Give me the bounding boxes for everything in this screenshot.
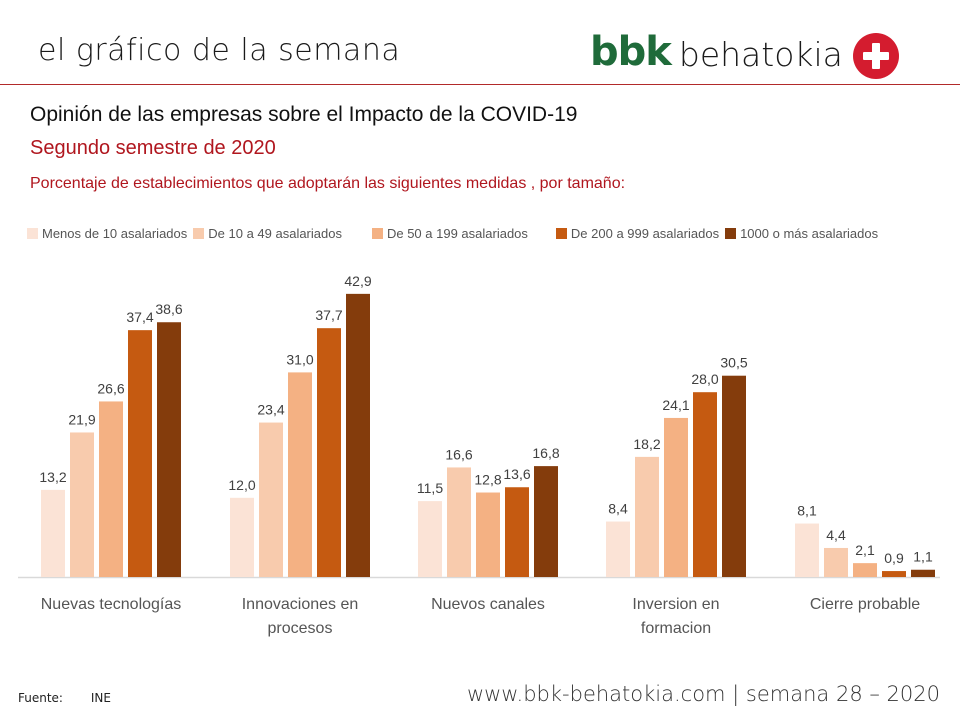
data-label: 13,6: [503, 466, 530, 482]
data-label: 42,9: [344, 273, 371, 289]
category-label: Cierre probable: [810, 596, 920, 613]
data-label: 28,0: [691, 371, 718, 387]
data-label: 38,6: [155, 301, 182, 317]
footer-source: Fuente: INE: [18, 691, 135, 705]
bbk-behatokia-logo: bbk behatokia: [590, 32, 899, 80]
chart-title: Opinión de las empresas sobre el Impacto…: [30, 103, 578, 126]
bar: [635, 456, 659, 577]
chart-description: Porcentaje de establecimientos que adopt…: [30, 175, 626, 192]
data-label: 37,4: [126, 309, 153, 325]
data-label: 16,6: [445, 446, 472, 462]
data-label: 4,4: [826, 527, 846, 543]
chart-subtitle: Segundo semestre de 2020: [30, 137, 276, 159]
legend-label: De 200 a 999 asalariados: [570, 226, 720, 241]
bar: [447, 467, 471, 577]
legend-swatch: [27, 228, 38, 239]
data-label: 31,0: [286, 351, 313, 367]
category-label-line: procesos: [268, 620, 333, 637]
data-label: 26,6: [97, 380, 124, 396]
data-label: 8,4: [608, 501, 628, 517]
category-label-line: Inversion en: [632, 596, 719, 613]
category-label: Nuevas tecnologías: [41, 596, 182, 613]
legend-swatch: [555, 228, 567, 239]
legend-item: De 10 a 49 asalariados: [193, 226, 342, 241]
category-label-line: Cierre probable: [810, 596, 920, 613]
legend-item: De 50 a 199 asalariados: [371, 226, 528, 241]
bar-group: 12,0 23,4 31,0 37,7 42,9: [228, 273, 372, 577]
legend-item: De 200 a 999 asalariados: [555, 226, 720, 241]
bar-group: 13,2 21,926,6 37,4 38,6: [39, 301, 183, 577]
data-label: 0,9: [884, 550, 904, 566]
legend-label: De 10 a 49 asalariados: [208, 226, 342, 241]
data-label: 18,2: [633, 436, 660, 452]
logo-bbk-text: bbk: [590, 29, 672, 75]
bar-group: 8,1 4,4 2,1 0,9 1,1: [795, 503, 935, 577]
data-label: 12,0: [228, 477, 255, 493]
bar: [606, 521, 630, 577]
page-title: el gráfico de la semana: [38, 33, 401, 68]
bar: [259, 422, 283, 577]
data-label: 2,1: [855, 542, 875, 558]
bar: [853, 563, 877, 577]
data-label: 21,9: [68, 411, 95, 427]
category-label-line: Nuevas tecnologías: [41, 596, 182, 613]
bar: [128, 330, 152, 577]
bar: [824, 547, 848, 577]
bar-chart: 13,2 21,926,6 37,4 38,6 Nuevas tecnologías 12…: [18, 273, 940, 637]
category-label-line: formacion: [641, 620, 711, 637]
category-label-line: Nuevos canales: [431, 596, 545, 613]
bar: [882, 571, 906, 577]
legend-item: Menos de 10 asalariados: [27, 226, 187, 241]
category-label: Nuevos canales: [431, 596, 545, 613]
data-label: 30,5: [720, 355, 747, 371]
bar: [534, 466, 558, 577]
legend-swatch: [725, 228, 737, 239]
logo-behatokia-text: behatokia: [678, 34, 843, 74]
bar: [722, 375, 746, 577]
plus-icon: [852, 33, 899, 79]
legend-label: 1000 o más asalariados: [740, 226, 879, 241]
data-label: 16,8: [532, 445, 559, 461]
data-label: 8,1: [797, 503, 817, 519]
category-label: Inversion en formacion: [632, 596, 719, 637]
bar: [346, 293, 370, 577]
source-label: Fuente:: [18, 691, 63, 705]
data-label: 37,7: [315, 307, 342, 323]
bar: [505, 487, 529, 577]
bar: [693, 392, 717, 577]
chart-legend: Menos de 10 asalariados De 10 a 49 asala…: [27, 226, 884, 241]
footer-site-info: www.bbk-behatokia.com | semana 28 – 2020: [466, 682, 940, 706]
bar: [99, 401, 123, 577]
bar: [41, 489, 65, 577]
bar: [288, 372, 312, 577]
bar-group: 8,4 18,2 24,128,030,5: [606, 355, 748, 577]
legend-item: 1000 o más asalariados: [725, 226, 878, 241]
bar: [795, 523, 819, 577]
data-label: 11,5: [417, 480, 443, 496]
data-label: 23,4: [257, 402, 284, 418]
category-label-line: Innovaciones en: [242, 596, 359, 613]
bar-group: 11,5 16,612,8 13,616,8: [417, 445, 560, 577]
category-label: Innovaciones en procesos: [242, 596, 359, 637]
bar: [664, 417, 688, 577]
bar: [317, 328, 341, 577]
data-label: 13,2: [39, 469, 66, 485]
data-label: 12,8: [474, 472, 501, 488]
bar: [418, 501, 442, 577]
bar: [476, 492, 500, 577]
data-label: 1,1: [913, 549, 933, 565]
data-label: 24,1: [662, 397, 689, 413]
legend-swatch: [371, 228, 383, 239]
legend-label: Menos de 10 asalariados: [42, 226, 188, 241]
source-value: INE: [90, 691, 111, 705]
bar: [157, 322, 181, 577]
header-divider: [0, 84, 960, 85]
legend-swatch: [193, 228, 205, 239]
bar: [911, 569, 935, 577]
bar: [230, 497, 254, 577]
bar: [70, 432, 94, 577]
legend-label: De 50 a 199 asalariados: [386, 226, 528, 241]
